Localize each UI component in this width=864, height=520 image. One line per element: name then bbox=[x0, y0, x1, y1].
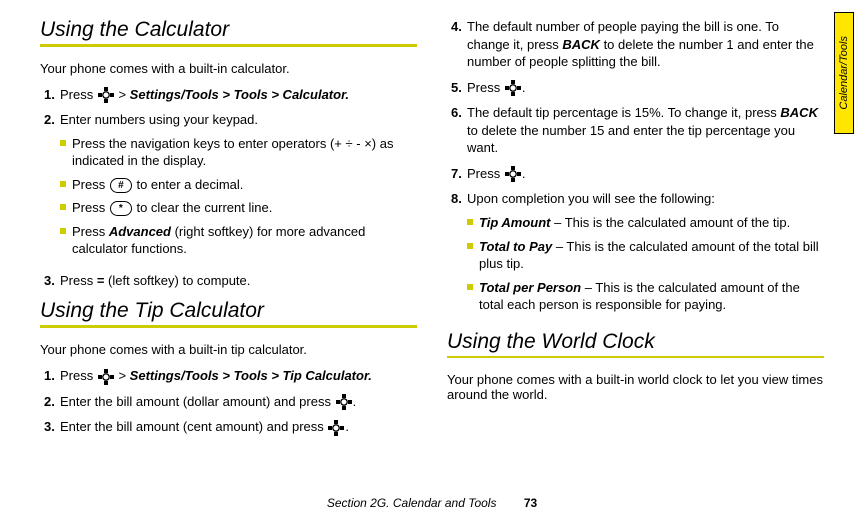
step-number: 6. bbox=[451, 104, 467, 157]
step-number: 8. bbox=[451, 190, 467, 319]
sub-item: Tip Amount – This is the calculated amou… bbox=[479, 214, 790, 232]
step-number: 4. bbox=[451, 18, 467, 71]
step-number: 5. bbox=[451, 79, 467, 97]
step-body: The default tip percentage is 15%. To ch… bbox=[467, 104, 824, 157]
intro-world-clock: Your phone comes with a built-in world c… bbox=[447, 372, 824, 402]
step-number: 1. bbox=[44, 86, 60, 104]
step-number: 1. bbox=[44, 367, 60, 385]
step-body: Enter the bill amount (cent amount) and … bbox=[60, 418, 417, 436]
bullet-icon bbox=[467, 219, 473, 225]
bullet-icon bbox=[60, 204, 66, 210]
step-body: Press . bbox=[467, 79, 824, 97]
bullet-icon bbox=[60, 228, 66, 234]
bullet-icon bbox=[467, 284, 473, 290]
bullet-icon bbox=[467, 243, 473, 249]
step-number: 2. bbox=[44, 111, 60, 264]
heading-rule bbox=[447, 356, 824, 359]
sub-item: Press * to clear the current line. bbox=[72, 199, 272, 217]
bullet-icon bbox=[60, 140, 66, 146]
step-body: Enter the bill amount (dollar amount) an… bbox=[60, 393, 417, 411]
nav-icon bbox=[505, 166, 521, 182]
star-key-icon: * bbox=[110, 201, 132, 216]
bullet-icon bbox=[60, 181, 66, 187]
hash-key-icon: # bbox=[110, 178, 132, 193]
step-body: Press > Settings/Tools > Tools > Calcula… bbox=[60, 86, 417, 104]
sub-item: Total to Pay – This is the calculated am… bbox=[479, 238, 824, 273]
nav-icon bbox=[328, 420, 344, 436]
step-number: 7. bbox=[451, 165, 467, 183]
page-number: 73 bbox=[524, 496, 537, 510]
heading-calculator: Using the Calculator bbox=[40, 18, 417, 42]
sub-item: Press the navigation keys to enter opera… bbox=[72, 135, 417, 170]
sub-item: Press Advanced (right softkey) for more … bbox=[72, 223, 417, 258]
intro-tip-calculator: Your phone comes with a built-in tip cal… bbox=[40, 342, 417, 357]
step-body: Press = (left softkey) to compute. bbox=[60, 272, 417, 290]
intro-calculator: Your phone comes with a built-in calcula… bbox=[40, 61, 417, 76]
heading-rule bbox=[40, 44, 417, 47]
step-body: Upon completion you will see the followi… bbox=[467, 190, 824, 319]
page-footer: Section 2G. Calendar and Tools 73 bbox=[0, 496, 864, 510]
sub-item: Press # to enter a decimal. bbox=[72, 176, 243, 194]
side-tab: Calendar/Tools bbox=[834, 12, 854, 134]
step-number: 3. bbox=[44, 418, 60, 436]
step-body: Press > Settings/Tools > Tools > Tip Cal… bbox=[60, 367, 417, 385]
heading-tip-calculator: Using the Tip Calculator bbox=[40, 299, 417, 323]
heading-world-clock: Using the World Clock bbox=[447, 330, 824, 354]
footer-section: Section 2G. Calendar and Tools bbox=[327, 496, 497, 510]
step-body: Enter numbers using your keypad. Press t… bbox=[60, 111, 417, 264]
step-body: The default number of people paying the … bbox=[467, 18, 824, 71]
heading-rule bbox=[40, 325, 417, 328]
step-number: 3. bbox=[44, 272, 60, 290]
nav-icon bbox=[98, 87, 114, 103]
step-body: Press . bbox=[467, 165, 824, 183]
nav-icon bbox=[336, 394, 352, 410]
step-number: 2. bbox=[44, 393, 60, 411]
nav-icon bbox=[505, 80, 521, 96]
side-tab-label: Calendar/Tools bbox=[838, 36, 850, 110]
nav-icon bbox=[98, 369, 114, 385]
sub-item: Total per Person – This is the calculate… bbox=[479, 279, 824, 314]
